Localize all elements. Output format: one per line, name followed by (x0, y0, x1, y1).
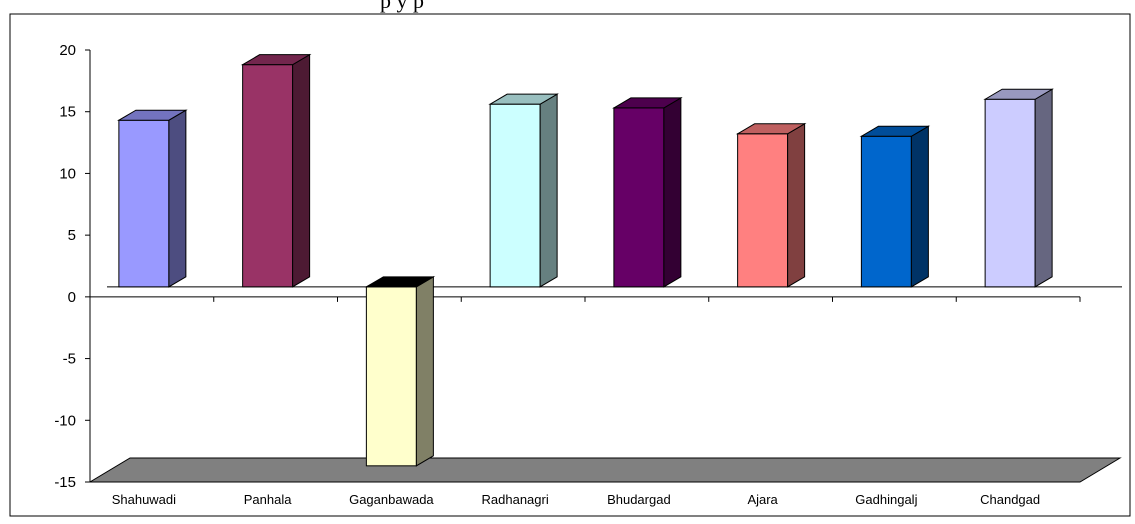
x-category-label: Radhanagri (482, 492, 549, 507)
x-category-label: Shahuwadi (112, 492, 176, 507)
x-category-label: Gadhingalj (855, 492, 917, 507)
y-tick-label: -15 (54, 474, 76, 491)
y-tick-label: 0 (68, 289, 76, 306)
bar-side (663, 97, 682, 288)
x-category-label: Bhudargad (607, 492, 671, 507)
y-tick-label: 20 (59, 42, 76, 59)
bar-top (612, 97, 683, 109)
bar-front (984, 98, 1036, 288)
bar-side (910, 125, 929, 288)
bar (859, 125, 931, 288)
bar-side (415, 275, 434, 467)
bar-layer (117, 53, 1054, 467)
bar-front (860, 135, 912, 288)
bar-side (787, 122, 806, 288)
x-category-label: Panhala (244, 492, 292, 507)
chart-floor (88, 457, 1122, 483)
label-layer: 20 15 10 5 0 -5 -10 -15 Shahuwadi Panhala Gaganbaw… (54, 42, 1040, 507)
x-category-label: Gaganbawada (349, 492, 434, 507)
bar-side (292, 53, 311, 288)
header-text: p y p (380, 0, 424, 13)
bar-top (983, 88, 1054, 100)
bar (983, 88, 1054, 288)
bar-top (859, 125, 931, 137)
bar-top (364, 276, 436, 288)
bar (364, 275, 436, 467)
bar (735, 122, 807, 288)
y-tick-label: -10 (54, 412, 76, 429)
x-category-label: Chandgad (980, 492, 1040, 507)
bar-top (488, 93, 559, 105)
bar-front (613, 107, 665, 288)
bar (240, 53, 312, 288)
y-tick-label: 5 (68, 227, 76, 244)
bar (612, 97, 683, 288)
bar (488, 93, 559, 288)
y-tick-label: 10 (59, 165, 76, 182)
bar-top (735, 123, 807, 135)
bar-front (242, 64, 294, 288)
floor-layer (88, 457, 1122, 483)
bar-top (240, 54, 312, 66)
bar-side (168, 109, 187, 288)
chart-frame (9, 13, 1131, 517)
y-tick-label: 15 (59, 104, 76, 121)
bar-front (737, 133, 789, 288)
bar (117, 109, 188, 288)
y-tick-label: -5 (63, 351, 76, 368)
bar-top (117, 109, 188, 121)
bar-side (539, 93, 558, 288)
bar-side (1034, 88, 1053, 288)
bar-front (118, 119, 170, 288)
x-category-label: Ajara (747, 492, 778, 507)
bar-front (489, 103, 541, 288)
bar-front (365, 286, 417, 467)
